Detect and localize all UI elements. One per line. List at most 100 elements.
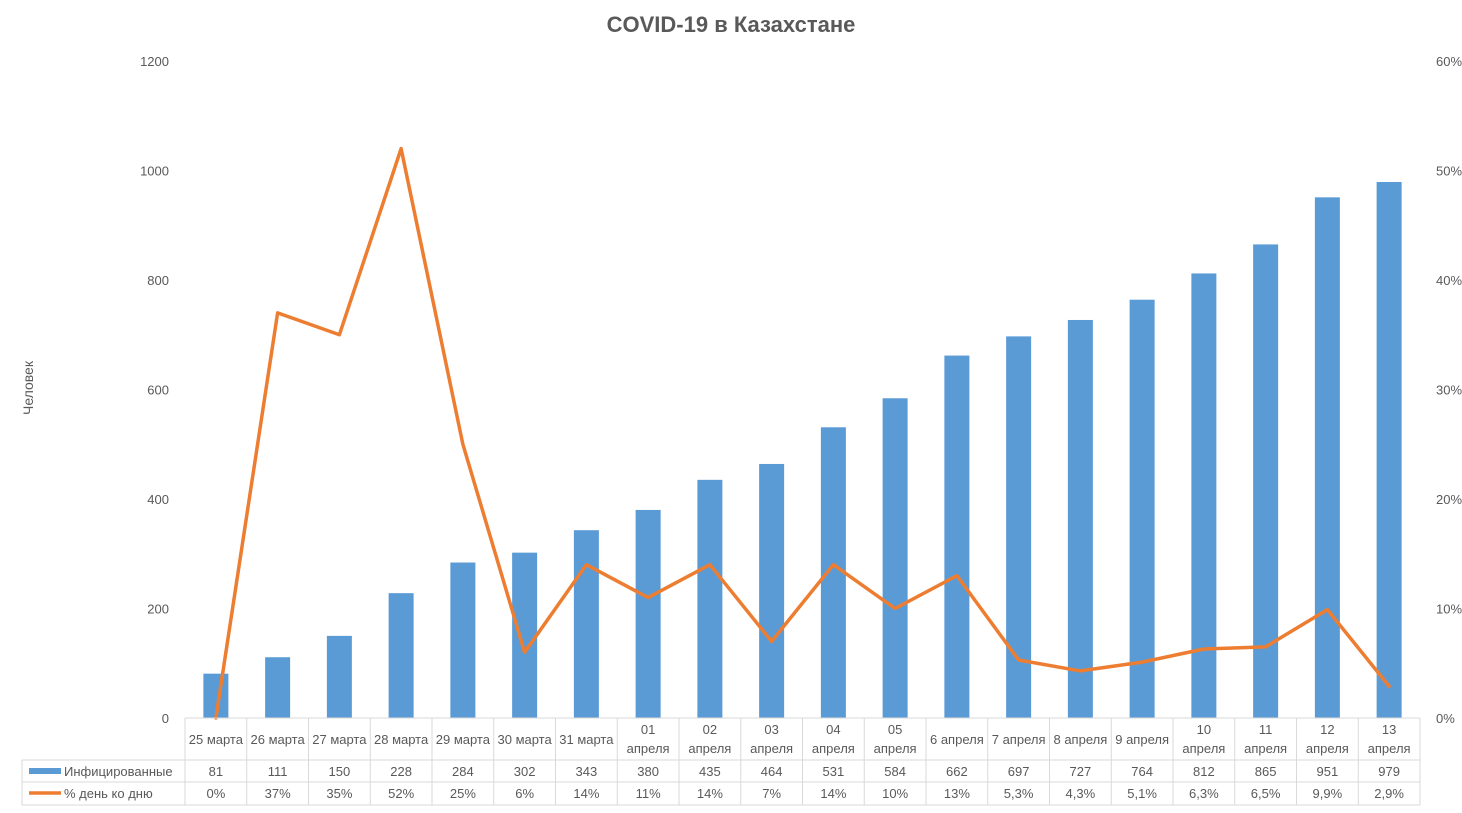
bar-infected bbox=[512, 552, 538, 718]
x-tick-label: 13 апреля bbox=[1368, 722, 1411, 756]
table-cell-growth: 37% bbox=[265, 786, 291, 801]
line-point bbox=[1388, 685, 1390, 687]
chart-title: COVID-19 в Казахстане bbox=[606, 12, 856, 37]
line-series bbox=[214, 146, 1391, 720]
bar-infected bbox=[326, 635, 352, 718]
x-tick-label: 10 апреля bbox=[1182, 722, 1225, 756]
table-cell-growth: 4,3% bbox=[1066, 786, 1096, 801]
y-tick-label: 200 bbox=[147, 602, 169, 617]
table-cell-infected: 284 bbox=[452, 764, 474, 779]
bar-infected bbox=[1314, 197, 1340, 718]
line-point bbox=[956, 575, 958, 577]
table-cell-growth: 14% bbox=[697, 786, 723, 801]
line-point bbox=[277, 312, 279, 314]
x-tick-label: 6 апреля bbox=[930, 732, 984, 747]
bar-infected bbox=[1067, 319, 1093, 718]
table-cell-infected: 150 bbox=[329, 764, 351, 779]
bar-infected bbox=[450, 562, 476, 718]
table-cell-growth: 14% bbox=[820, 786, 846, 801]
x-tick-label: 9 апреля bbox=[1115, 732, 1169, 747]
table-cell-growth: 2,9% bbox=[1374, 786, 1404, 801]
x-tick-label: 29 марта bbox=[436, 732, 491, 747]
line-point bbox=[832, 564, 834, 566]
bar-infected bbox=[1253, 244, 1279, 718]
x-tick-label: 11 апреля bbox=[1244, 722, 1287, 756]
table-cell-growth: 13% bbox=[944, 786, 970, 801]
table-cell-growth: 0% bbox=[206, 786, 225, 801]
x-tick-label: 02 апреля bbox=[688, 722, 731, 756]
line-point bbox=[400, 148, 402, 150]
y2-tick-label: 20% bbox=[1436, 492, 1462, 507]
y-tick-label: 1200 bbox=[140, 54, 169, 69]
table-cell-infected: 764 bbox=[1131, 764, 1153, 779]
table-cell-infected: 531 bbox=[823, 764, 845, 779]
table-cell-growth: 14% bbox=[573, 786, 599, 801]
line-point bbox=[462, 443, 464, 445]
table-cell-growth: 9,9% bbox=[1313, 786, 1343, 801]
table-cell-growth: 6,3% bbox=[1189, 786, 1219, 801]
bar-infected bbox=[265, 657, 291, 718]
line-point bbox=[585, 564, 587, 566]
table-cell-infected: 951 bbox=[1317, 764, 1339, 779]
data-table: 25 марта 26 марта 27 марта 28 марта 29 марта… bbox=[21, 717, 1421, 806]
table-cell-infected: 979 bbox=[1378, 764, 1400, 779]
line-point bbox=[1018, 659, 1020, 661]
bar-infected bbox=[388, 593, 414, 718]
bar-infected bbox=[759, 463, 785, 718]
x-tick-label: 30 марта bbox=[498, 732, 553, 747]
bar-series bbox=[203, 181, 1402, 718]
x-tick-label: 8 апреля bbox=[1053, 732, 1107, 747]
table-cell-growth: 10% bbox=[882, 786, 908, 801]
x-tick-label: 27 марта bbox=[312, 732, 367, 747]
y2-tick-label: 10% bbox=[1436, 602, 1462, 617]
line-point bbox=[1079, 670, 1081, 672]
line-point bbox=[894, 608, 896, 609]
x-tick-label: 05 апреля bbox=[874, 722, 917, 756]
legend-label-infected: Инфицированные bbox=[64, 764, 173, 779]
table-cell-infected: 812 bbox=[1193, 764, 1215, 779]
y-tick-label: 800 bbox=[147, 273, 169, 288]
table-cell-growth: 35% bbox=[326, 786, 352, 801]
y-tick-label: 400 bbox=[147, 492, 169, 507]
table-cell-infected: 865 bbox=[1255, 764, 1277, 779]
x-tick-label: 28 марта bbox=[374, 732, 429, 747]
table-cell-infected: 81 bbox=[209, 764, 223, 779]
table-cell-infected: 228 bbox=[390, 764, 412, 779]
line-daily-growth bbox=[214, 146, 1391, 720]
bar-infected bbox=[635, 509, 661, 718]
x-tick-label: 03 апреля bbox=[750, 722, 793, 756]
bar-infected bbox=[1006, 336, 1032, 718]
table-cell-growth: 52% bbox=[388, 786, 414, 801]
y2-tick-label: 0% bbox=[1436, 711, 1455, 726]
bar-infected bbox=[697, 479, 723, 718]
table-cell-growth: 6% bbox=[515, 786, 534, 801]
table-cell-infected: 435 bbox=[699, 764, 721, 779]
line-point bbox=[1265, 646, 1267, 648]
table-cell-infected: 343 bbox=[576, 764, 598, 779]
line-point bbox=[524, 651, 526, 653]
table-cell-growth: 25% bbox=[450, 786, 476, 801]
table-cell-infected: 111 bbox=[268, 764, 288, 779]
x-tick-label: 25 марта bbox=[189, 732, 244, 747]
x-tick-label: 04 апреля bbox=[812, 722, 855, 756]
table-cell-growth: 11% bbox=[636, 786, 661, 801]
y-tick-label: 600 bbox=[147, 383, 169, 398]
line-point bbox=[338, 334, 340, 336]
legend-label-growth: % день ко дню bbox=[64, 786, 153, 801]
line-point bbox=[771, 640, 773, 642]
x-tick-label: 31 марта bbox=[559, 732, 614, 747]
bar-infected bbox=[1129, 299, 1155, 718]
line-point bbox=[1326, 609, 1328, 611]
table-cell-infected: 464 bbox=[761, 764, 783, 779]
line-point bbox=[709, 564, 711, 566]
line-point bbox=[647, 597, 649, 599]
table-cell-growth: 6,5% bbox=[1251, 786, 1281, 801]
y2-tick-label: 40% bbox=[1436, 273, 1462, 288]
bar-infected bbox=[1191, 273, 1217, 718]
table-cell-growth: 5,3% bbox=[1004, 786, 1034, 801]
axes: 0 200 400 600 800 1000 1200 0% 10% 20% 30% 40% 50% 60… bbox=[140, 54, 1462, 726]
y2-tick-label: 50% bbox=[1436, 164, 1462, 179]
x-tick-label: 26 марта bbox=[251, 732, 306, 747]
y2-tick-label: 60% bbox=[1436, 54, 1462, 69]
